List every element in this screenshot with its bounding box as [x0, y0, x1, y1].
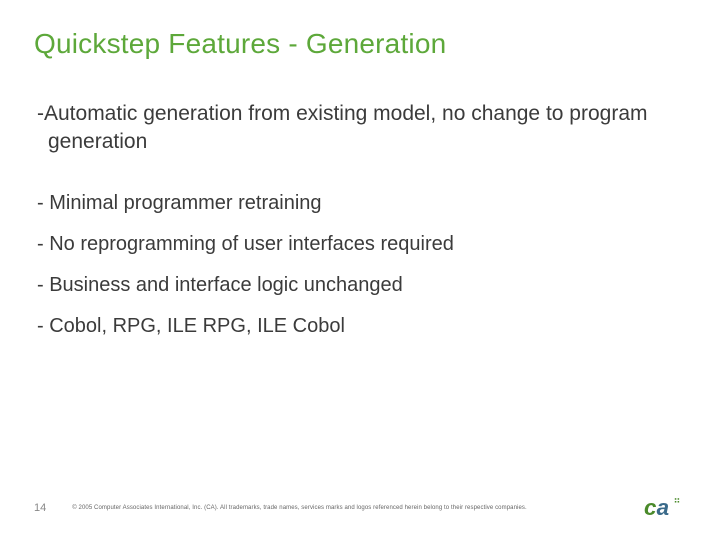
- ca-logo-icon: c a: [644, 494, 686, 522]
- slide-footer: 14 © 2005 Computer Associates Internatio…: [34, 494, 686, 522]
- sub-bullet-item: Business and interface logic unchanged: [34, 273, 686, 298]
- page-number: 14: [34, 502, 46, 514]
- sub-bullet-list: Minimal programmer retraining No reprogr…: [34, 191, 686, 339]
- slide-title: Quickstep Features - Generation: [34, 28, 686, 60]
- sub-bullet-item: No reprogramming of user interfaces requ…: [34, 232, 686, 257]
- svg-text:c: c: [644, 495, 657, 520]
- copyright-text: © 2005 Computer Associates International…: [72, 505, 644, 511]
- slide-container: Quickstep Features - Generation -Automat…: [0, 0, 720, 540]
- sub-bullet-item: Minimal programmer retraining: [34, 191, 686, 216]
- sub-bullet-item: Cobol, RPG, ILE RPG, ILE Cobol: [34, 314, 686, 339]
- svg-text:a: a: [657, 495, 669, 520]
- main-bullet: -Automatic generation from existing mode…: [34, 100, 686, 157]
